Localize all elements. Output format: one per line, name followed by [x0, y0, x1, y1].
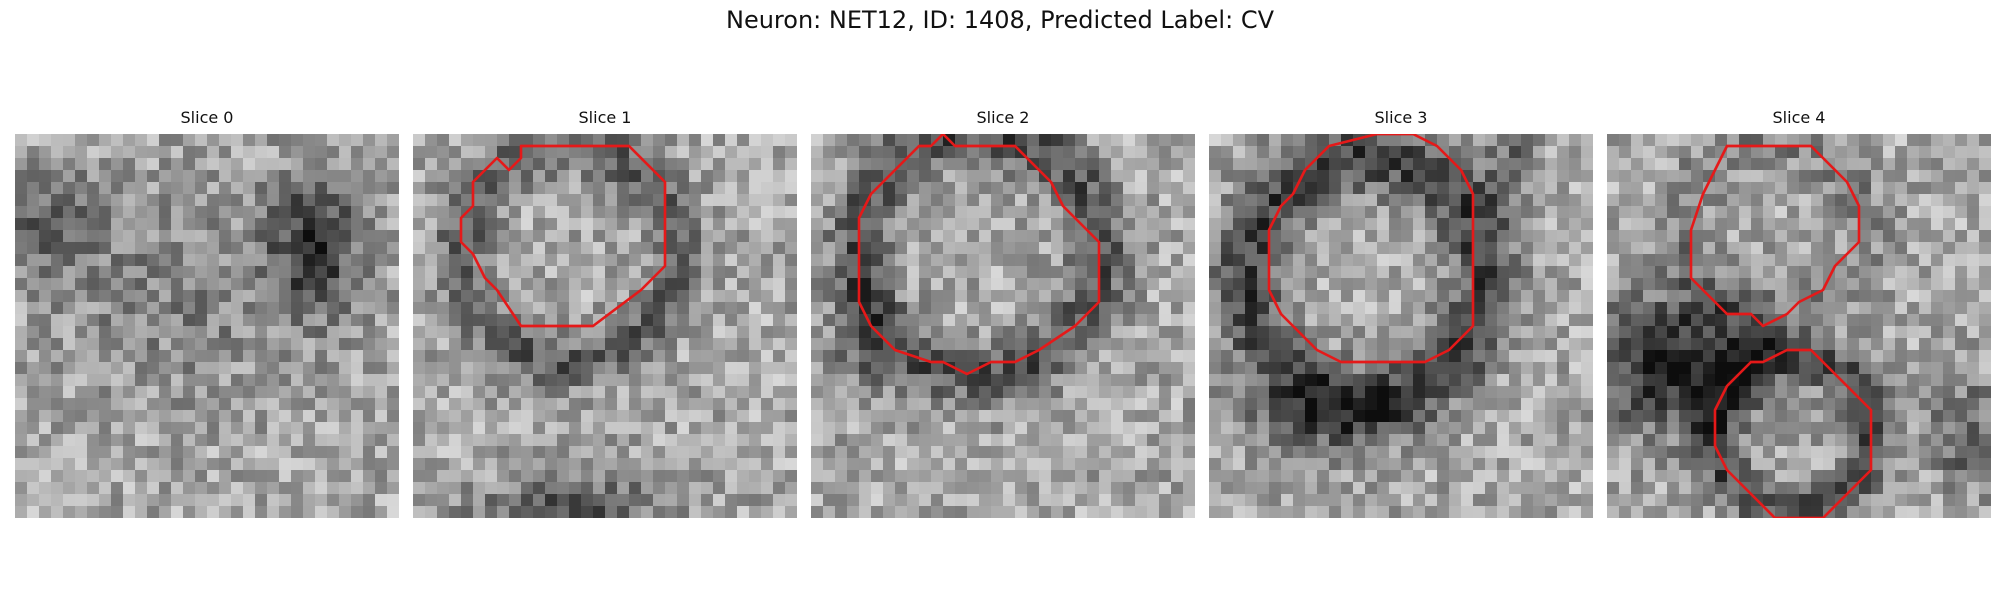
panel-title: Slice 2: [976, 108, 1030, 127]
panel-slice-0: Slice 0: [15, 108, 399, 520]
panel-title: Slice 0: [180, 108, 234, 127]
panel-slice-3: Slice 3: [1209, 108, 1593, 520]
segmentation-contour: [1689, 144, 1861, 328]
segmentation-contour: [1713, 348, 1873, 518]
panel-title: Slice 3: [1374, 108, 1428, 127]
panel-slice-4: Slice 4: [1607, 108, 1991, 520]
grayscale-patch-image: [1607, 134, 1991, 518]
panel-slice-2: Slice 2: [811, 108, 1195, 520]
panel-title: Slice 1: [578, 108, 632, 127]
panel-title: Slice 4: [1772, 108, 1826, 127]
segmentation-contour: [857, 134, 1101, 376]
panel-slice-1: Slice 1: [413, 108, 797, 520]
figure-title: Neuron: NET12, ID: 1408, Predicted Label…: [726, 6, 1274, 34]
grayscale-patch-image: [15, 134, 399, 518]
segmentation-contour: [459, 144, 667, 328]
grayscale-patch-image: [413, 134, 797, 518]
segmentation-contour: [1267, 134, 1475, 364]
grayscale-patch-image: [1209, 134, 1593, 518]
grayscale-patch-image: [811, 134, 1195, 518]
